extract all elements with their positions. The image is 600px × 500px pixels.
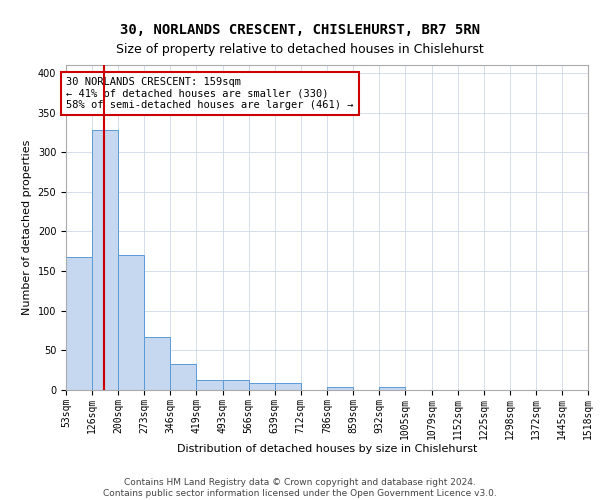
Bar (196, 380, 223, 390)
Bar (118, 255, 145, 390)
Text: 30 NORLANDS CRESCENT: 159sqm
← 41% of detached houses are smaller (330)
58% of s: 30 NORLANDS CRESCENT: 159sqm ← 41% of de… (66, 77, 353, 110)
Bar (66, 257, 92, 390)
Bar (223, 380, 249, 390)
Bar (327, 387, 353, 390)
Text: Size of property relative to detached houses in Chislehurst: Size of property relative to detached ho… (116, 42, 484, 56)
Bar (249, 383, 275, 390)
Bar (379, 387, 405, 390)
Bar (145, 337, 170, 390)
Text: 30, NORLANDS CRESCENT, CHISLEHURST, BR7 5RN: 30, NORLANDS CRESCENT, CHISLEHURST, BR7 … (120, 22, 480, 36)
Bar (170, 364, 196, 390)
Bar (92, 130, 118, 390)
Bar (275, 383, 301, 390)
X-axis label: Distribution of detached houses by size in Chislehurst: Distribution of detached houses by size … (177, 444, 477, 454)
Y-axis label: Number of detached properties: Number of detached properties (22, 140, 32, 315)
Text: Contains HM Land Registry data © Crown copyright and database right 2024.
Contai: Contains HM Land Registry data © Crown c… (103, 478, 497, 498)
